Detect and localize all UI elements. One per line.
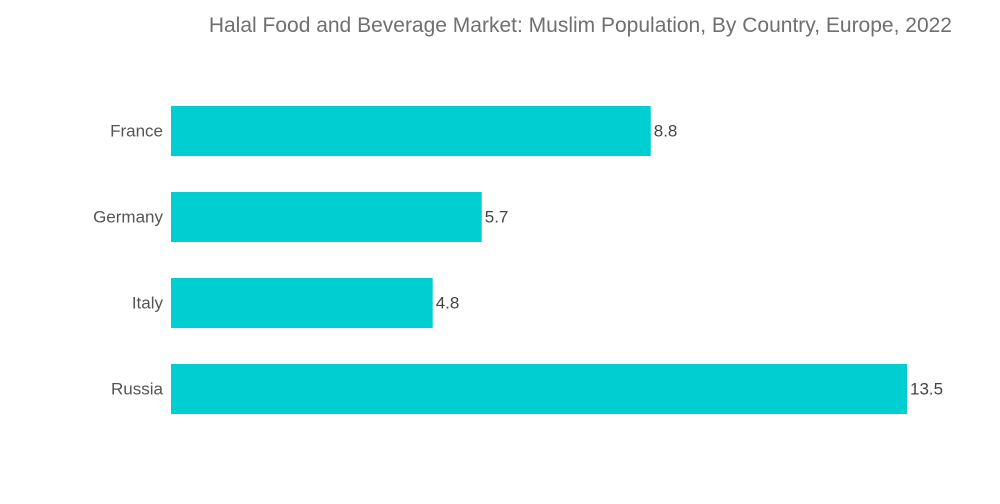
category-label-france: France	[110, 122, 163, 141]
bar-italy	[171, 278, 433, 328]
bar-russia	[171, 364, 907, 414]
category-label-germany: Germany	[93, 208, 163, 227]
bars-layer: France 8.8 Germany 5.7 Italy 4.8 Russia 13.5	[93, 106, 943, 414]
value-label-france: 8.8	[654, 122, 678, 141]
value-label-italy: 4.8	[436, 294, 460, 313]
value-label-germany: 5.7	[485, 208, 509, 227]
category-label-russia: Russia	[111, 380, 164, 399]
bar-france	[171, 106, 651, 156]
value-label-russia: 13.5	[910, 380, 943, 399]
category-label-italy: Italy	[132, 294, 164, 313]
chart-title: Halal Food and Beverage Market: Muslim P…	[208, 14, 952, 37]
bar-germany	[171, 192, 482, 242]
